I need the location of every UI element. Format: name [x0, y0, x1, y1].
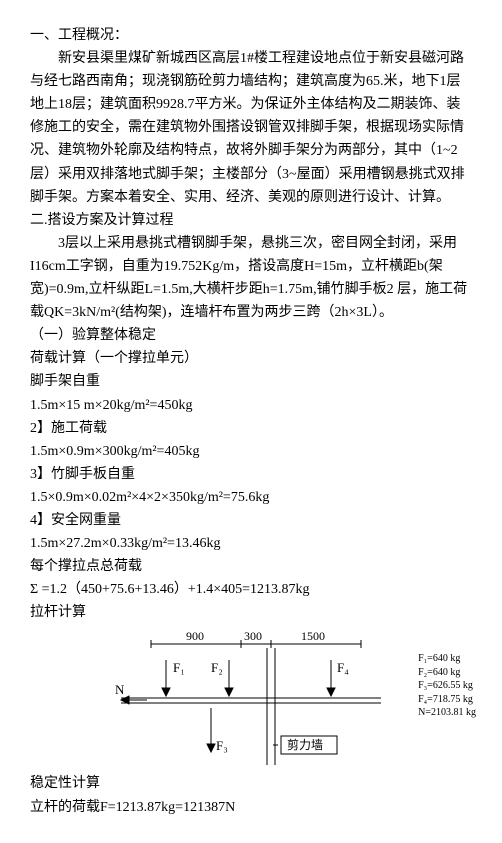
legend-f2: F₂=640 kg — [418, 666, 476, 680]
construction-load-eq: 1.5m×0.9m×300kg/m²=405kg — [30, 440, 472, 463]
sec1-title: 一、工程概况： — [30, 24, 472, 47]
self-weight-title: 脚手架自重 — [30, 370, 472, 393]
load-calc-title: 荷载计算（一个撑拉单元） — [30, 347, 472, 370]
dim-300: 300 — [244, 630, 262, 643]
sec2-body: 3层以上采用悬挑式槽钢脚手架，悬挑三次，密目网全封闭，采用I16cm工字钢，自重… — [30, 232, 472, 324]
dim-1500: 1500 — [301, 630, 325, 643]
label-f4: F₄ — [337, 660, 349, 675]
force-diagram: 900 300 1500 F₁ F₂ F₄ F₃ — [81, 630, 421, 770]
bamboo-title: 3】竹脚手板自重 — [30, 463, 472, 486]
dim-900: 900 — [186, 630, 204, 643]
legend-n: N=2103.81 kg — [418, 706, 476, 720]
self-weight-eq: 1.5m×15 m×20kg/m²=450kg — [30, 394, 472, 417]
diagram-legend: F₁=640 kg F₂=640 kg F₃=626.55 kg F₄=718.… — [418, 652, 476, 720]
pull-rod-title: 拉杆计算 — [30, 601, 472, 624]
label-f1: F₁ — [173, 660, 185, 675]
diagram-wrapper: 900 300 1500 F₁ F₂ F₄ F₃ — [30, 630, 472, 770]
total-load-title: 每个撑拉点总荷载 — [30, 555, 472, 578]
safety-net-eq: 1.5m×27.2m×0.33kg/m²=13.46kg — [30, 532, 472, 555]
subhead-check: （一）验算整体稳定 — [30, 324, 472, 347]
label-shear-wall: 剪力墙 — [287, 737, 323, 752]
label-n: N — [115, 682, 125, 697]
sec1-body: 新安县渠里煤矿新城西区高层1#楼工程建设地点位于新安县磁河路与经七路西南角；现浇… — [30, 47, 472, 209]
bamboo-eq: 1.5×0.9m×0.02m²×4×2×350kg/m²=75.6kg — [30, 486, 472, 509]
total-load-eq: Σ =1.2（450+75.6+13.46）+1.4×405=1213.87kg — [30, 578, 472, 601]
legend-f3: F₃=626.55 kg — [418, 679, 476, 693]
legend-f4: F₄=718.75 kg — [418, 693, 476, 707]
label-f2: F₂ — [211, 660, 223, 675]
legend-f1: F₁=640 kg — [418, 652, 476, 666]
label-f3: F₃ — [216, 738, 228, 753]
safety-net-title: 4】安全网重量 — [30, 509, 472, 532]
sec2-title: 二.搭设方案及计算过程 — [30, 209, 472, 232]
construction-load-title: 2】施工荷载 — [30, 417, 472, 440]
stability-title: 稳定性计算 — [30, 772, 472, 795]
pole-load-eq: 立杆的荷载F=1213.87kg=121387N — [30, 796, 472, 819]
